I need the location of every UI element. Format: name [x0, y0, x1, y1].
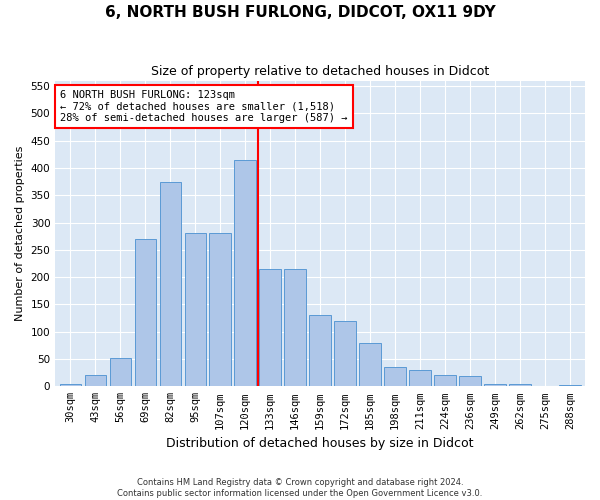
Bar	[284, 269, 306, 386]
Bar	[409, 370, 431, 386]
Bar	[85, 376, 106, 386]
Bar	[484, 384, 506, 386]
Bar	[134, 239, 156, 386]
Bar	[559, 384, 581, 386]
Text: Contains HM Land Registry data © Crown copyright and database right 2024.
Contai: Contains HM Land Registry data © Crown c…	[118, 478, 482, 498]
Bar	[235, 160, 256, 386]
Bar	[185, 234, 206, 386]
Bar	[160, 182, 181, 386]
Bar	[434, 376, 455, 386]
Bar	[59, 384, 81, 386]
Text: 6, NORTH BUSH FURLONG, DIDCOT, OX11 9DY: 6, NORTH BUSH FURLONG, DIDCOT, OX11 9DY	[104, 5, 496, 20]
Y-axis label: Number of detached properties: Number of detached properties	[15, 146, 25, 321]
Title: Size of property relative to detached houses in Didcot: Size of property relative to detached ho…	[151, 65, 489, 78]
Bar	[209, 234, 231, 386]
Bar	[460, 376, 481, 386]
Bar	[110, 358, 131, 386]
Text: 6 NORTH BUSH FURLONG: 123sqm
← 72% of detached houses are smaller (1,518)
28% of: 6 NORTH BUSH FURLONG: 123sqm ← 72% of de…	[61, 90, 348, 123]
Bar	[359, 342, 380, 386]
Bar	[259, 269, 281, 386]
X-axis label: Distribution of detached houses by size in Didcot: Distribution of detached houses by size …	[166, 437, 474, 450]
Bar	[310, 316, 331, 386]
Bar	[385, 367, 406, 386]
Bar	[334, 321, 356, 386]
Bar	[509, 384, 530, 386]
